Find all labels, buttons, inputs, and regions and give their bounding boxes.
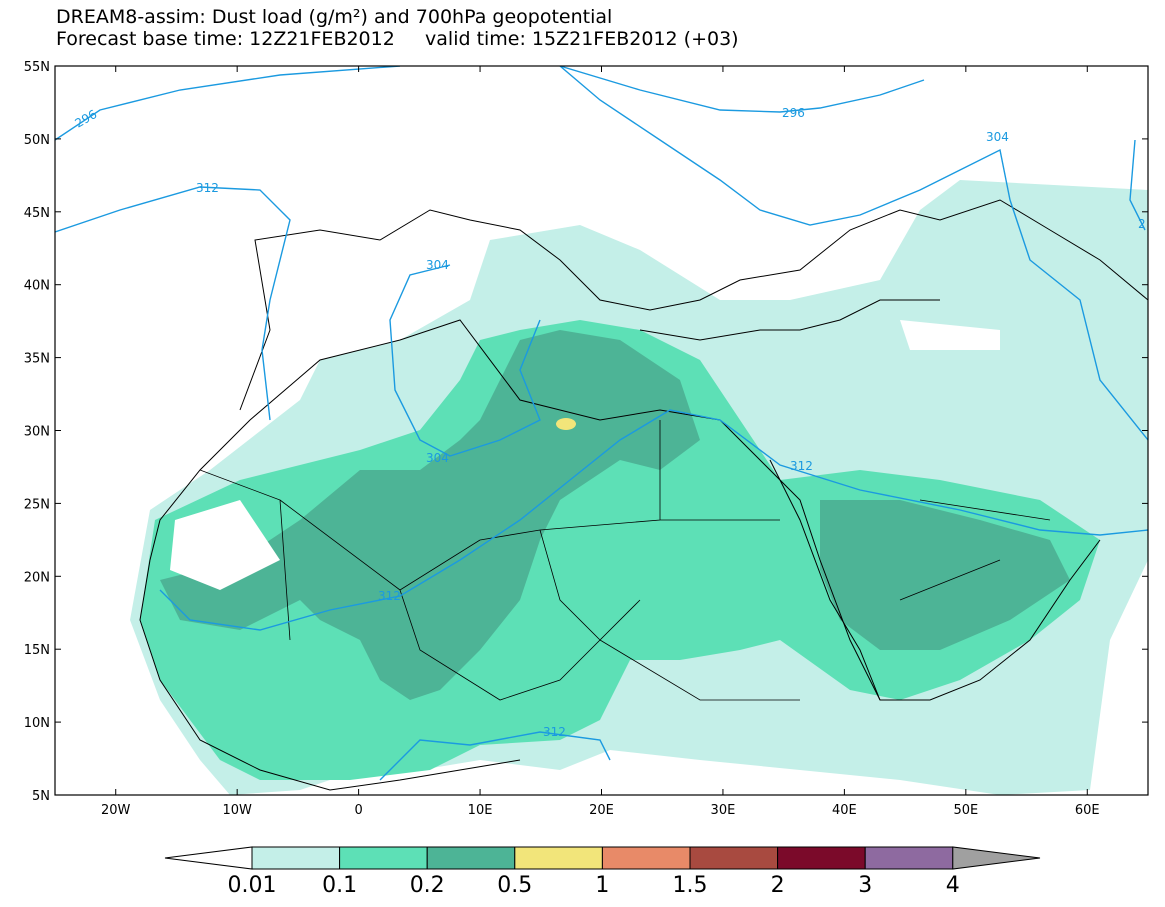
- north-africa-coast: [149, 319, 1101, 701]
- colorbar-segment: [864, 846, 954, 870]
- title-line-1: DREAM8-assim: Dust load (g/m²) and 700hP…: [56, 6, 613, 28]
- contour-304: [389, 264, 541, 457]
- country-borders: [199, 420, 1051, 701]
- lat-label: 50N: [24, 133, 50, 148]
- contour-label: 304: [426, 451, 449, 465]
- clear-pocket-sea: [900, 320, 1000, 350]
- clear-pocket-west: [170, 500, 280, 590]
- lon-label: 0: [354, 803, 362, 818]
- lon-label: 20E: [589, 803, 614, 818]
- contour-label: 312: [378, 589, 401, 603]
- lon-label: 30E: [711, 803, 736, 818]
- dust-shading: [130, 180, 1148, 795]
- contour-label: 304: [426, 258, 449, 272]
- europe-coast: [239, 199, 1148, 411]
- colorbar-segment: [514, 846, 603, 870]
- lat-label: 5N: [32, 789, 50, 804]
- coastlines: [139, 199, 1148, 791]
- contour-312-equator: [379, 731, 611, 781]
- colorbar-under-arrow: [164, 846, 253, 870]
- lat-label: 30N: [24, 425, 50, 440]
- lon-label: 50E: [953, 803, 978, 818]
- colorbar-label: 0.01: [228, 873, 277, 898]
- west-africa-coast: [139, 559, 521, 791]
- colorbar-label: 0.1: [322, 873, 357, 898]
- lat-label: 35N: [24, 352, 50, 367]
- dust-peak: [556, 418, 576, 430]
- map-title: DREAM8-assim: Dust load (g/m²) and 700hP…: [56, 6, 739, 50]
- contour-296: [55, 66, 925, 141]
- lat-label: 40N: [24, 279, 50, 294]
- contour-312-south: [159, 409, 1148, 631]
- lat-label: 45N: [24, 206, 50, 221]
- colorbar-segment: [689, 846, 779, 870]
- lon-label: 60E: [1075, 803, 1100, 818]
- colorbar-label: 0.5: [497, 873, 532, 898]
- red-sea-coast: [769, 459, 881, 701]
- dust-region-dark: [160, 330, 1070, 700]
- contour-label: 2: [1138, 217, 1146, 231]
- colorbar-segment: [777, 846, 866, 870]
- colorbar-segment: [339, 846, 428, 870]
- longitude-axis: 20W 10W 0 10E 20E 30E 40E 50E 60E: [101, 66, 1100, 818]
- anatolia-coast: [639, 299, 940, 341]
- colorbar-segment: [251, 846, 341, 870]
- colorbar-label: 0.2: [410, 873, 445, 898]
- colorbar-segment: [601, 846, 691, 870]
- lat-label: 10N: [24, 716, 50, 731]
- colorbar-label: 1: [595, 873, 609, 898]
- colorbar-over-arrow: [952, 846, 1041, 870]
- contour-312-north: [55, 66, 1148, 441]
- lon-label: 10E: [468, 803, 493, 818]
- contour-label: 312: [790, 459, 813, 473]
- colorbar-label: 3: [858, 873, 872, 898]
- colorbar-label: 2: [771, 873, 785, 898]
- lon-label: 10W: [222, 803, 252, 818]
- lat-label: 55N: [24, 60, 50, 75]
- contour-label: 296: [73, 107, 100, 131]
- colorbar: 0.01 0.1 0.2 0.5 1 1.5 2 3 4: [164, 846, 1041, 898]
- geopotential-contours: [55, 66, 1148, 781]
- contour-label: 304: [986, 130, 1009, 144]
- lat-label: 25N: [24, 497, 50, 512]
- contour-label: 312: [543, 725, 566, 739]
- contour-label: 296: [782, 106, 805, 120]
- lat-label: 20N: [24, 570, 50, 585]
- title-line-2: Forecast base time: 12Z21FEB2012 valid t…: [56, 28, 739, 50]
- lon-label: 40E: [832, 803, 857, 818]
- latitude-axis: 55N 50N 45N 40N 35N 30N 25N 20N 15N 10N 5N: [24, 60, 1148, 804]
- colorbar-label: 1.5: [673, 873, 708, 898]
- colorbar-segment: [426, 846, 516, 870]
- lon-label: 20W: [101, 803, 131, 818]
- colorbar-label: 4: [946, 873, 960, 898]
- contour-label: 312: [196, 181, 219, 195]
- contour-east: [1129, 139, 1146, 231]
- lat-label: 15N: [24, 643, 50, 658]
